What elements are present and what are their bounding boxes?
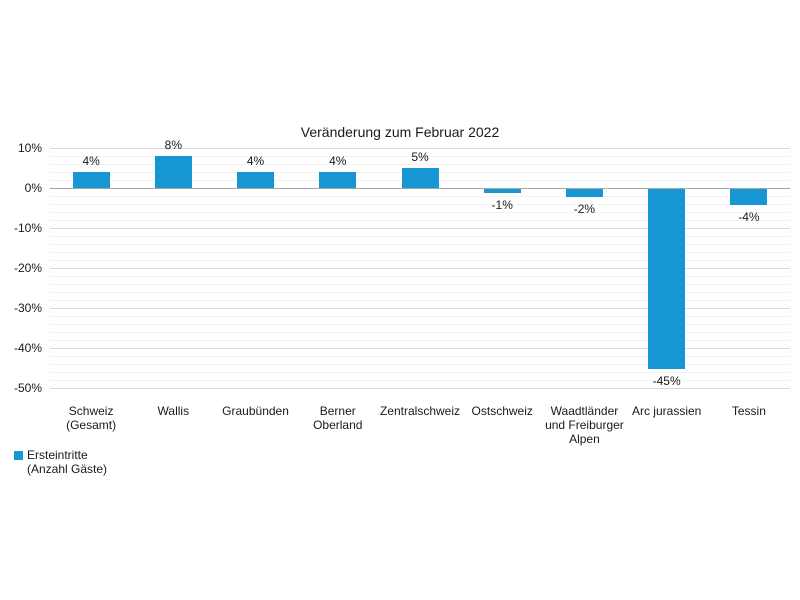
gridline-minor	[50, 252, 790, 253]
bar-value-label: 4%	[246, 154, 265, 168]
y-axis-tick-label: -50%	[13, 381, 42, 395]
legend-label-line1: Ersteintritte	[27, 448, 88, 462]
gridline-minor	[50, 260, 790, 261]
gridline-major	[50, 348, 790, 349]
gridline-minor	[50, 324, 790, 325]
legend-label: Ersteintritte (Anzahl Gäste)	[27, 448, 107, 476]
gridline-minor	[50, 340, 790, 341]
bar-tessin	[730, 189, 768, 205]
bar-value-label: 4%	[329, 154, 347, 168]
gridline-minor	[50, 196, 790, 197]
gridline-minor	[50, 212, 790, 213]
gridline-minor	[50, 364, 790, 365]
plot-area: 4% 8% 4% 4% 5% -1% -2% -45% -4%	[50, 138, 790, 389]
gridline-minor	[50, 332, 790, 333]
bar-ostschweiz	[483, 189, 521, 193]
gridline-minor	[50, 356, 790, 357]
x-axis-category-label: Zentralschweiz	[379, 404, 460, 418]
gridline-minor	[50, 316, 790, 317]
bar-graub-nden	[237, 172, 275, 188]
bar-arc-jurassien	[648, 189, 686, 369]
gridline-minor	[50, 156, 790, 157]
gridline-minor	[50, 244, 790, 245]
y-axis-tick-label: 0%	[24, 181, 42, 195]
legend: Ersteintritte (Anzahl Gäste)	[14, 448, 107, 476]
legend-marker-icon	[14, 451, 23, 460]
bar-waadtl-nder-und-freiburger-alpen	[565, 189, 603, 197]
x-axis-category-label: Berner Oberland	[313, 404, 363, 432]
x-axis-category-label: Arc jurassien	[631, 404, 702, 418]
gridline-minor	[50, 300, 790, 301]
x-axis-category-label: Schweiz (Gesamt)	[66, 404, 117, 432]
bar-value-label: -4%	[738, 210, 760, 224]
chart-title: Veränderung zum Februar 2022	[300, 124, 500, 140]
bar-value-label: -1%	[491, 198, 513, 212]
x-axis-category-label: Waadtländer und Freiburger Alpen	[545, 404, 624, 446]
y-axis-tick-label: 10%	[17, 141, 42, 155]
legend-label-line2: (Anzahl Gäste)	[27, 462, 108, 476]
bar-schweiz-gesamt-	[72, 172, 110, 188]
bar-value-label: 4%	[82, 154, 100, 168]
gridline-minor	[50, 236, 790, 237]
x-axis-category-label: Wallis	[157, 404, 190, 418]
bar-value-label: -45%	[652, 374, 681, 388]
x-axis-category-label: Tessin	[731, 404, 766, 418]
gridline-major	[50, 148, 790, 149]
y-axis-tick-label: -10%	[13, 221, 42, 235]
gridline-minor	[50, 276, 790, 277]
gridline-major	[50, 268, 790, 269]
zero-axis-line	[50, 188, 790, 189]
gridline-major	[50, 308, 790, 309]
bar-value-label: 8%	[164, 138, 182, 152]
gridline-minor	[50, 204, 790, 205]
gridline-minor	[50, 372, 790, 373]
y-axis-tick-label: -30%	[13, 301, 42, 315]
gridline-minor	[50, 292, 790, 293]
x-axis-category-label: Ostschweiz	[471, 404, 533, 418]
y-axis-tick-label: -20%	[13, 261, 42, 275]
gridline-minor	[50, 164, 790, 165]
x-axis-category-label: Graubünden	[222, 404, 289, 418]
bar-value-label: -2%	[573, 202, 596, 216]
gridline-major	[50, 388, 790, 389]
gridline-major	[50, 228, 790, 229]
y-axis-tick-label: -40%	[13, 341, 42, 355]
bar-wallis	[154, 156, 192, 188]
bar-zentralschweiz	[401, 168, 439, 188]
gridline-minor	[50, 220, 790, 221]
gridline-minor	[50, 284, 790, 285]
gridline-minor	[50, 380, 790, 381]
bar-berner-oberland	[319, 172, 357, 188]
bar-value-label: 5%	[411, 150, 429, 164]
